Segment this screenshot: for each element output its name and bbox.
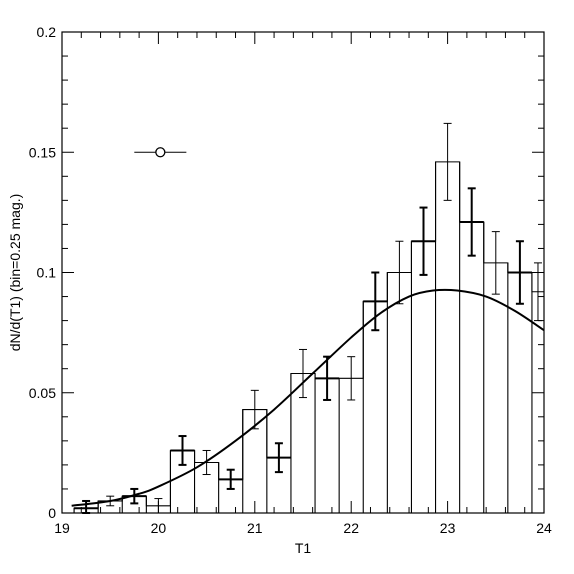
x-tick-label: 20 (151, 520, 167, 536)
model-curve (71, 288, 545, 507)
error-bars (82, 122, 542, 514)
histogram-outline (73, 161, 544, 513)
x-tick-label: 24 (536, 520, 552, 536)
y-tick-label: 0.1 (37, 265, 57, 281)
axis-ticks (61, 31, 545, 514)
histogram (73, 161, 544, 513)
x-axis-title: T1 (295, 540, 312, 556)
y-tick-label: 0.15 (29, 144, 56, 160)
reference-point (134, 147, 187, 158)
y-axis-title: dN/d(T1) (bin=0.25 mag.) (7, 194, 23, 352)
x-tick-label: 19 (54, 520, 70, 536)
reference-marker (155, 147, 166, 158)
y-tick-label: 0.05 (29, 385, 56, 401)
x-tick-label: 23 (440, 520, 456, 536)
y-tick-label: 0 (48, 505, 56, 521)
x-tick-label: 22 (343, 520, 359, 536)
y-tick-label: 0.2 (37, 24, 57, 40)
x-tick-label: 21 (247, 520, 263, 536)
tick-labels: 19 20 21 22 23 24 0 0.05 0.1 0.15 0.2 (29, 24, 552, 536)
plot-frame (61, 31, 545, 514)
